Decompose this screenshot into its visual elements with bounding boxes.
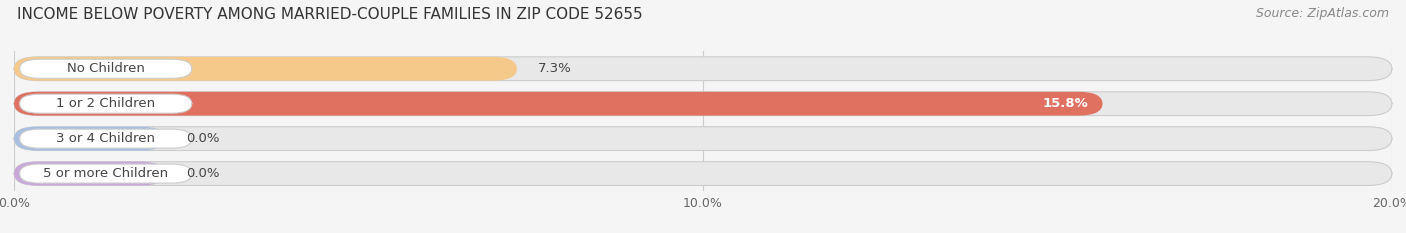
- FancyBboxPatch shape: [20, 94, 191, 113]
- Text: 0.0%: 0.0%: [186, 167, 219, 180]
- Text: 0.0%: 0.0%: [186, 132, 219, 145]
- FancyBboxPatch shape: [20, 129, 191, 148]
- FancyBboxPatch shape: [14, 162, 166, 185]
- FancyBboxPatch shape: [14, 57, 517, 81]
- FancyBboxPatch shape: [14, 92, 1392, 116]
- Text: 1 or 2 Children: 1 or 2 Children: [56, 97, 155, 110]
- FancyBboxPatch shape: [14, 162, 1392, 185]
- Text: 3 or 4 Children: 3 or 4 Children: [56, 132, 155, 145]
- FancyBboxPatch shape: [14, 57, 1392, 81]
- FancyBboxPatch shape: [20, 164, 191, 183]
- FancyBboxPatch shape: [14, 127, 166, 151]
- Text: 5 or more Children: 5 or more Children: [44, 167, 169, 180]
- Text: No Children: No Children: [66, 62, 145, 75]
- FancyBboxPatch shape: [20, 59, 191, 78]
- Text: 15.8%: 15.8%: [1043, 97, 1088, 110]
- FancyBboxPatch shape: [14, 92, 1102, 116]
- Text: 7.3%: 7.3%: [537, 62, 571, 75]
- Text: Source: ZipAtlas.com: Source: ZipAtlas.com: [1256, 7, 1389, 20]
- FancyBboxPatch shape: [14, 127, 1392, 151]
- Text: INCOME BELOW POVERTY AMONG MARRIED-COUPLE FAMILIES IN ZIP CODE 52655: INCOME BELOW POVERTY AMONG MARRIED-COUPL…: [17, 7, 643, 22]
